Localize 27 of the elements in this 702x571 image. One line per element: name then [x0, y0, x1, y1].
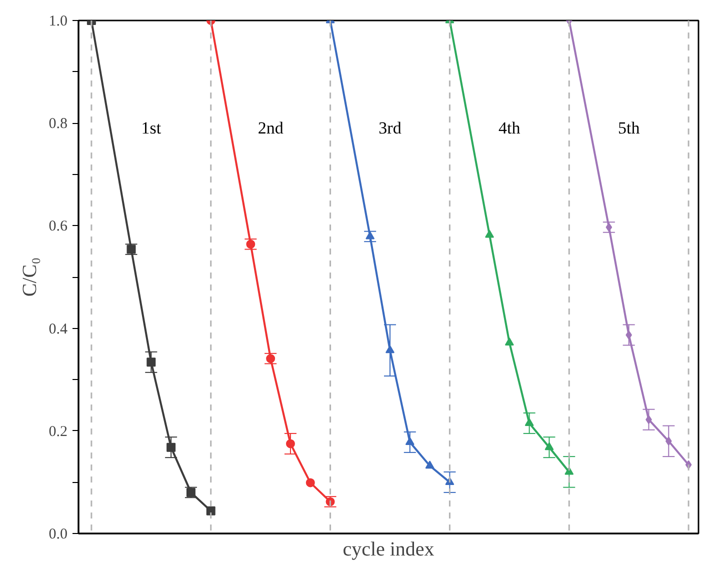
point: [504, 338, 514, 346]
point: [665, 436, 672, 446]
annotation: 3rd: [378, 118, 402, 138]
point: [425, 460, 434, 469]
y-tick-label: 0.2: [48, 424, 68, 440]
annotation: 2nd: [258, 118, 284, 138]
point: [286, 439, 295, 448]
point: [166, 442, 176, 452]
y-tick-label: 0.6: [48, 218, 68, 235]
point: [306, 478, 315, 488]
annotation: 1st: [141, 118, 162, 138]
point: [146, 358, 156, 367]
annotation: 5th: [618, 118, 640, 138]
y-tick-label: 0.8: [48, 116, 68, 132]
point: [206, 506, 216, 516]
point: [544, 442, 554, 450]
y-tick-label: 1.0: [48, 14, 68, 30]
point: [606, 222, 612, 232]
point: [524, 418, 534, 426]
point: [626, 330, 632, 340]
x-axis-title: cycle index: [342, 538, 434, 560]
point: [405, 437, 414, 445]
y-axis-title: C/C₀: [18, 257, 41, 297]
point: [385, 345, 394, 354]
y-tick-label: 0.4: [48, 321, 68, 338]
y-tick-label: 0.0: [48, 526, 68, 542]
annotation: 4th: [498, 118, 521, 138]
